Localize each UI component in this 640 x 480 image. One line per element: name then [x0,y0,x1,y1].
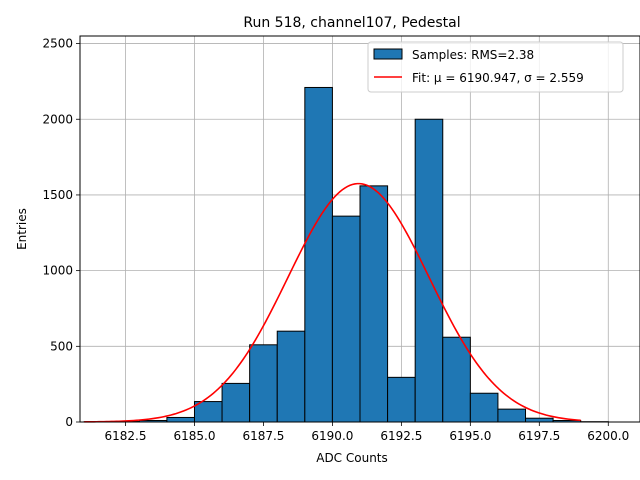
histogram-bar [387,376,416,423]
histogram-bar [193,401,223,423]
x-tick-label: 6187.5 [242,429,284,443]
plot-frame [79,35,640,423]
histogram-bar [221,382,251,423]
histogram-bar [166,416,195,423]
histogram-bars [83,86,609,423]
legend-swatch-histogram [373,48,403,60]
histogram-bar [525,417,554,423]
histogram-bar [276,330,306,423]
y-axis-label: Entries [15,208,29,250]
chart-title: Run 518, channel107, Pedestal [243,15,460,31]
legend-label-histogram: Samples: RMS=2.38 [412,48,534,62]
histogram-bar [304,86,333,423]
x-tick-label: 6197.5 [518,429,560,443]
x-tick-label: 6182.5 [105,429,147,443]
histogram-bar [497,408,527,423]
x-axis-label: ADC Counts [316,451,388,465]
y-tick-label: 1500 [42,188,73,202]
y-axis-ticks: 0 500 1000 1500 2000 2500 [42,37,80,429]
x-tick-label: 6200.0 [587,429,629,443]
x-tick-label: 6185.0 [173,429,215,443]
fit-curve [84,182,581,423]
histogram-bar [331,215,361,423]
histogram-bar [469,392,499,423]
legend: Samples: RMS=2.38 Fit: μ = 6190.947, σ =… [367,41,624,93]
legend-box [367,41,624,93]
y-tick-label: 0 [65,415,73,429]
histogram-bar [442,336,471,423]
y-tick-label: 2000 [42,112,73,126]
x-tick-label: 6192.5 [380,429,422,443]
x-axis-ticks: 6182.5 6185.0 6187.5 6190.0 6192.5 6195.0 6197… [105,422,629,443]
y-tick-label: 2500 [42,37,73,51]
x-tick-label: 6195.0 [449,429,491,443]
legend-label-fit: Fit: μ = 6190.947, σ = 2.559 [412,71,584,85]
x-tick-label: 6190.0 [311,429,353,443]
histogram-bar [359,185,389,423]
histogram-bar [249,344,278,423]
histogram-bar [414,118,444,423]
y-tick-label: 500 [50,339,73,353]
y-tick-label: 1000 [42,264,73,278]
